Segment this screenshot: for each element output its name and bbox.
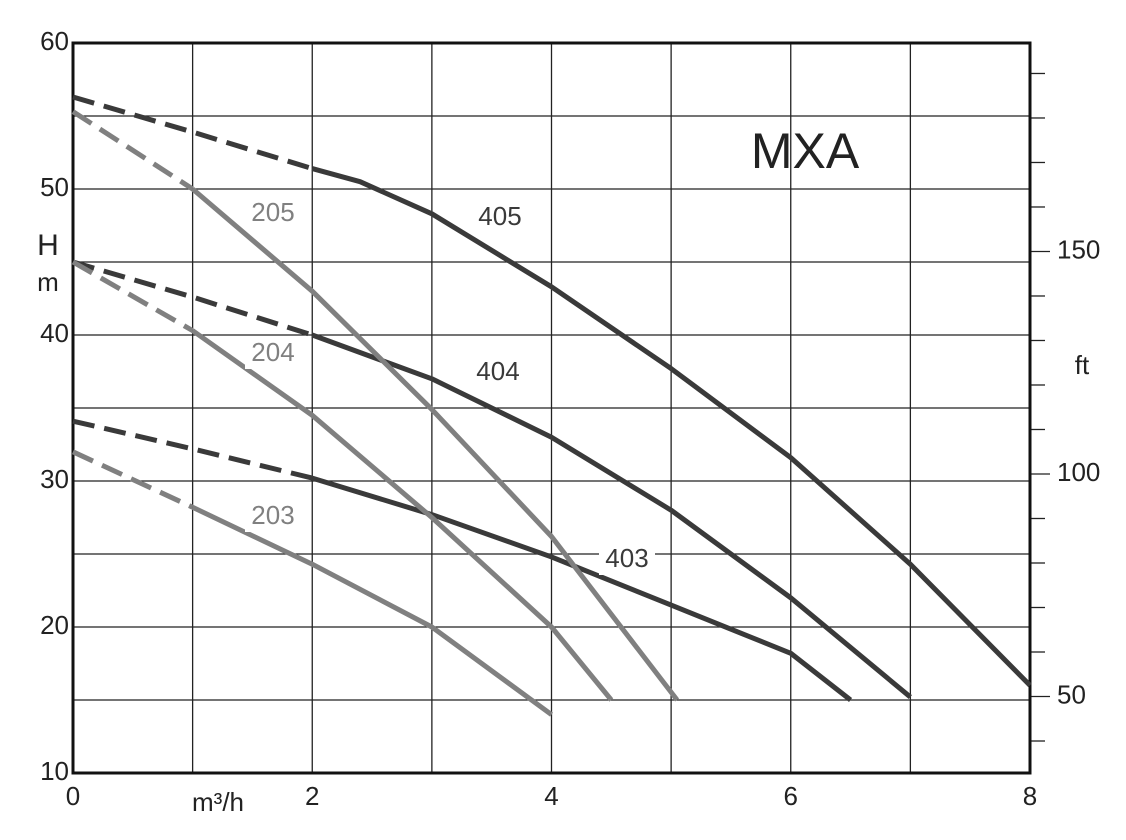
- chart-title: MXA: [751, 123, 860, 179]
- series-label: 404: [476, 356, 519, 386]
- curve: [191, 187, 680, 702]
- y2-tick-label: 150: [1057, 234, 1100, 264]
- x-tick-label: 6: [784, 781, 798, 811]
- label-bg: [245, 199, 301, 229]
- curve-dashed: [72, 259, 314, 338]
- series-label: 403: [605, 543, 648, 573]
- curve-dashed: [71, 449, 194, 510]
- series-label: 205: [251, 197, 294, 227]
- x-tick-label: 8: [1023, 781, 1037, 811]
- x-axis-label: m³/h: [192, 787, 244, 817]
- y2-tick-label: 100: [1057, 457, 1100, 487]
- y-tick-label: 60: [40, 26, 69, 56]
- curve-dashed: [72, 94, 313, 171]
- label-bg: [472, 203, 528, 233]
- curve-dashed: [71, 109, 194, 192]
- series-label: 203: [251, 500, 294, 530]
- label-bg: [245, 502, 301, 532]
- series-label: 405: [478, 201, 521, 231]
- label-bg: [470, 358, 526, 388]
- curve: [191, 505, 553, 717]
- label-bg: [599, 545, 655, 575]
- y-axis-label: H: [37, 229, 59, 262]
- curve: [311, 166, 1032, 688]
- series-label: 204: [251, 337, 294, 367]
- x-tick-label: 0: [66, 781, 80, 811]
- curve-dashed: [72, 418, 313, 481]
- plot-frame: [71, 41, 1032, 775]
- y-tick-label: 30: [40, 464, 69, 494]
- y2-axis-label: ft: [1075, 350, 1090, 380]
- y-tick-label: 50: [40, 172, 69, 202]
- curve-dashed: [71, 259, 194, 333]
- y-axis-unit: m: [37, 267, 59, 297]
- x-tick-label: 2: [305, 781, 319, 811]
- y-tick-label: 20: [40, 610, 69, 640]
- y2-tick-label: 50: [1057, 679, 1086, 709]
- y-tick-label: 40: [40, 318, 69, 348]
- y-tick-label: 10: [40, 756, 69, 786]
- curve: [311, 332, 912, 700]
- curve: [311, 475, 853, 702]
- label-bg: [245, 339, 301, 369]
- x-tick-label: 4: [544, 781, 558, 811]
- curve: [191, 328, 614, 702]
